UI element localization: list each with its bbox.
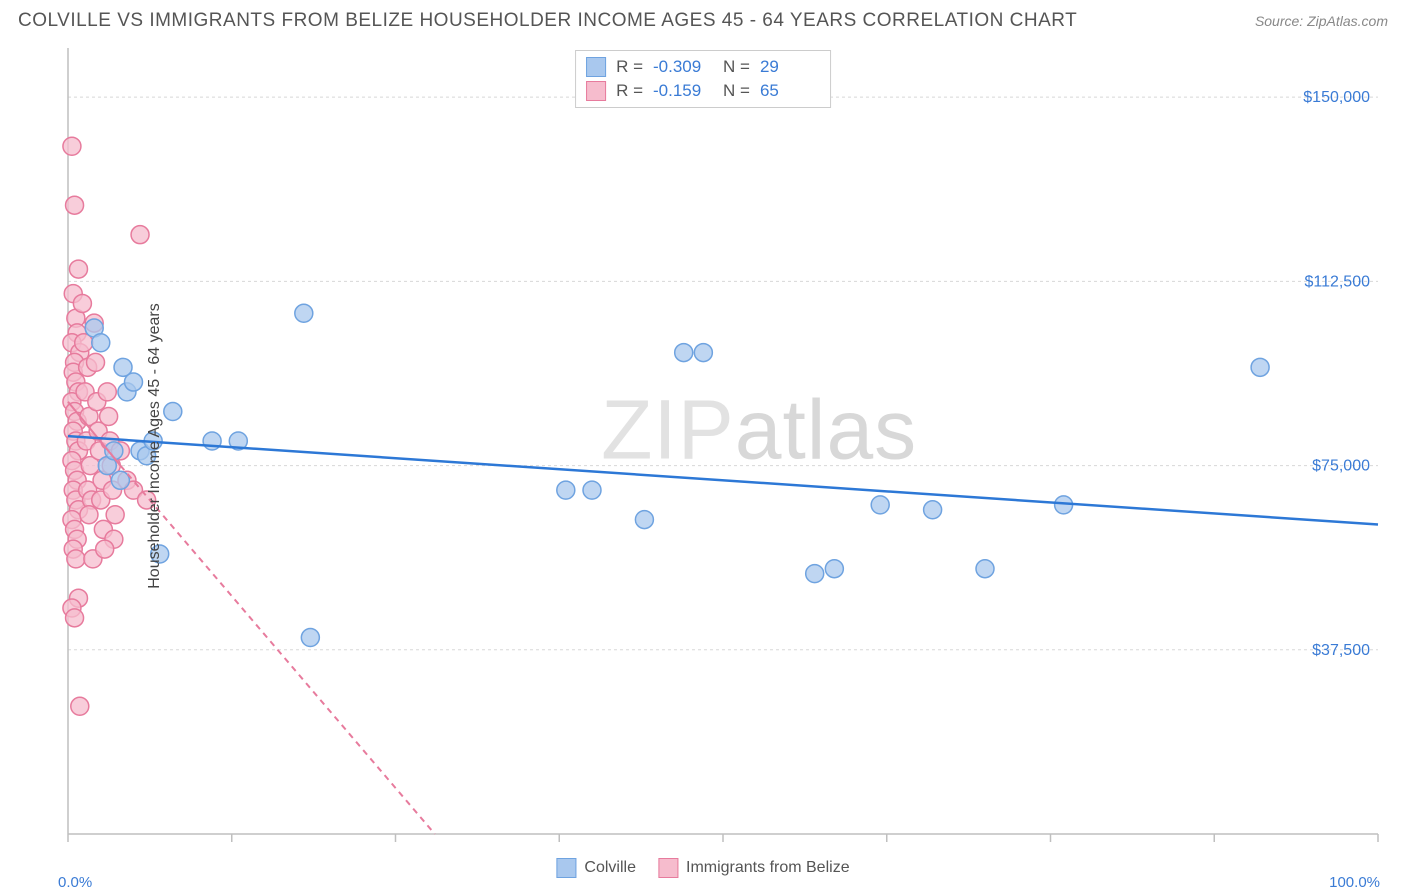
svg-text:$150,000: $150,000 [1303, 89, 1370, 106]
r-value: -0.309 [653, 57, 713, 77]
x-axis-max-label: 100.0% [1329, 874, 1380, 891]
y-axis-label: Householder Income Ages 45 - 64 years [146, 303, 164, 589]
chart-title: COLVILLE VS IMMIGRANTS FROM BELIZE HOUSE… [18, 10, 1077, 32]
n-value: 65 [760, 81, 820, 101]
chart-legend: Colville Immigrants from Belize [556, 858, 849, 878]
r-value: -0.159 [653, 81, 713, 101]
svg-text:$37,500: $37,500 [1312, 642, 1370, 659]
legend-item: Colville [556, 858, 636, 878]
n-label: N = [723, 57, 750, 77]
svg-text:$75,000: $75,000 [1312, 458, 1370, 475]
r-label: R = [616, 81, 643, 101]
n-value: 29 [760, 57, 820, 77]
legend-label: Colville [584, 859, 636, 877]
x-axis-min-label: 0.0% [58, 874, 92, 891]
correlation-stats-box: R = -0.309 N = 29 R = -0.159 N = 65 [575, 50, 831, 108]
r-label: R = [616, 57, 643, 77]
svg-text:$112,500: $112,500 [1304, 273, 1370, 290]
series-swatch-icon [586, 81, 606, 101]
legend-item: Immigrants from Belize [658, 858, 850, 878]
stats-row: R = -0.159 N = 65 [586, 79, 820, 103]
legend-swatch-icon [556, 858, 576, 878]
chart-area: Householder Income Ages 45 - 64 years $3… [50, 48, 1388, 844]
legend-swatch-icon [658, 858, 678, 878]
stats-row: R = -0.309 N = 29 [586, 55, 820, 79]
legend-label: Immigrants from Belize [686, 859, 850, 877]
n-label: N = [723, 81, 750, 101]
scatter-chart-svg: $37,500 $75,000 $112,500 $150,000 [50, 48, 1388, 844]
source-attribution: Source: ZipAtlas.com [1255, 13, 1388, 29]
series-swatch-icon [586, 57, 606, 77]
